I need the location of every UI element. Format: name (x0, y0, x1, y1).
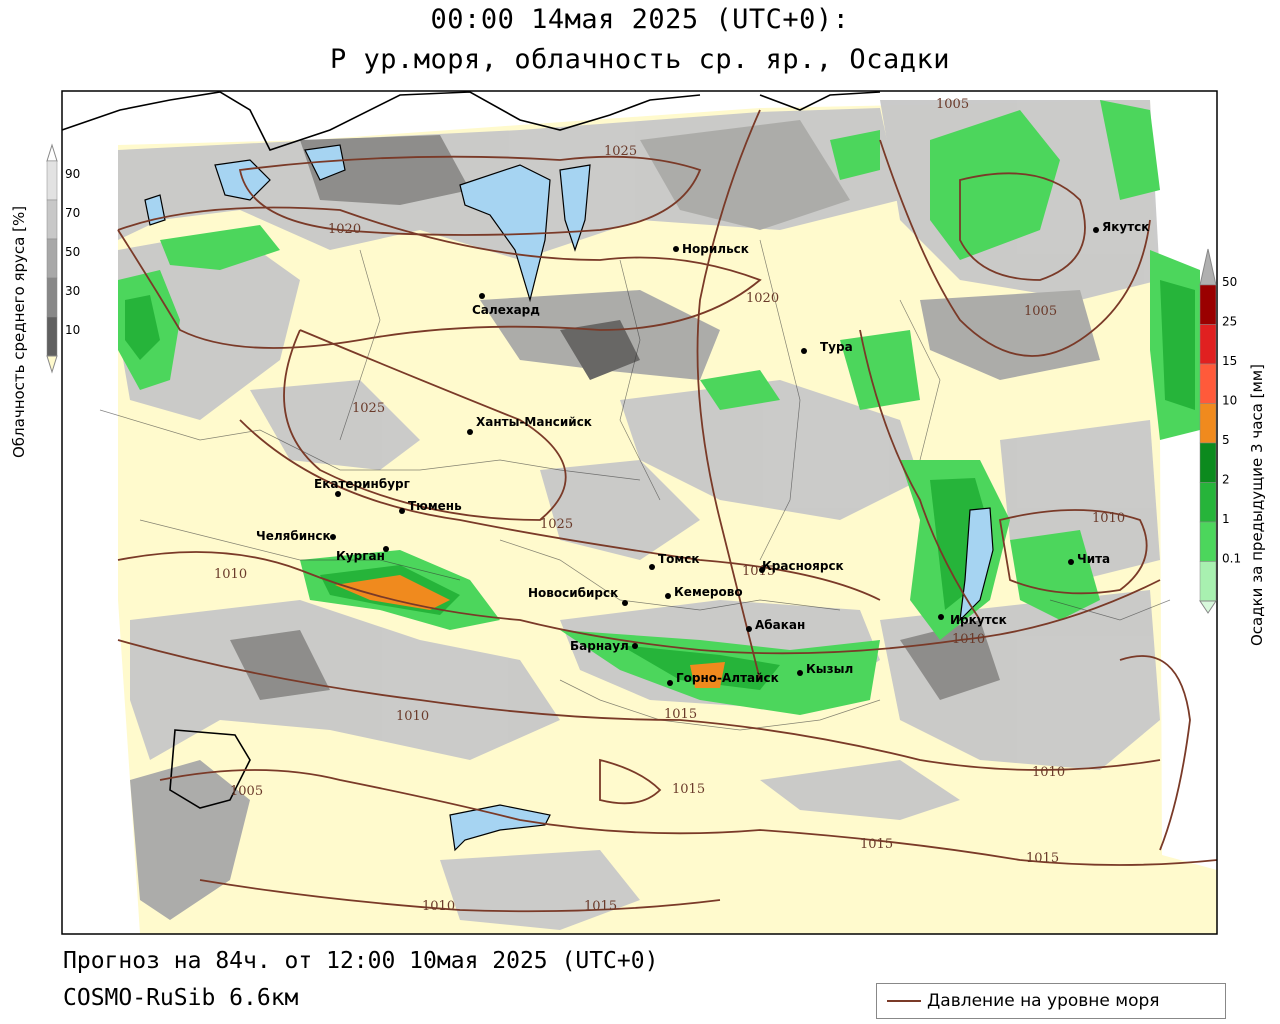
city-label: Салехард (472, 303, 540, 317)
isobar-label: 1015 (672, 782, 705, 797)
precip-scale-tick: 1 (1222, 512, 1230, 526)
isobar-label: 1010 (1092, 511, 1125, 526)
isobar-label: 1015 (860, 837, 893, 852)
cloud-scale-swatch (46, 199, 58, 240)
region-borders (99, 239, 1171, 731)
cloud-scale-cap-top (46, 143, 58, 162)
city-label: Красноярск (762, 559, 844, 573)
isobar-label: 1015 (664, 707, 697, 722)
cloud-scale-swatch (46, 160, 58, 201)
cloud-layer (118, 100, 1160, 930)
cloud-scale: 90 70 50 30 10 (46, 143, 80, 374)
isobar-label: 1010 (214, 567, 247, 582)
model-name: COSMO-RuSib 6.6км (63, 985, 299, 1011)
precipitation-layer (118, 100, 1200, 715)
pressure-legend-label: Давление на уровне моря (927, 991, 1160, 1011)
city-label: Курган (336, 549, 385, 563)
city-label: Абакан (755, 618, 805, 632)
forecast-info: Прогноз на 84ч. от 12:00 10мая 2025 (UTC… (63, 948, 659, 974)
cloud-scale-cap-bottom (46, 355, 58, 374)
coastline (61, 91, 881, 809)
precip-scale-swatch (1199, 363, 1217, 404)
precip-scale: 50 25 15 10 5 2 1 0.1 (1199, 248, 1241, 614)
taz-gulf (559, 164, 591, 252)
city-label: Иркутск (950, 613, 1007, 627)
isobar-label: 1025 (352, 401, 385, 416)
cloud-scale-tick: 30 (65, 284, 80, 298)
lake-baikal (959, 507, 994, 622)
precip-scale-swatch (1199, 482, 1217, 523)
precip-scale-tick: 50 (1222, 275, 1237, 289)
isobar-label: 1025 (604, 144, 637, 159)
isobar-label: 1010 (952, 632, 985, 647)
map-frame (61, 90, 1218, 935)
city-label: Челябинск (256, 529, 331, 543)
cloud-scale-tick: 50 (65, 245, 80, 259)
isobar-label: 1015 (584, 899, 617, 914)
precip-scale-swatch (1199, 284, 1217, 325)
isobar-label: 1020 (328, 222, 361, 237)
city-label: Барнаул (570, 639, 629, 653)
legend: Давление на уровне моря (876, 983, 1226, 1019)
cloud-scale-tick: 90 (65, 167, 80, 181)
cloud-scale-swatch (46, 277, 58, 318)
city-label: Тура (820, 340, 853, 354)
isobar-label: 1005 (936, 97, 969, 112)
chart-subtitle: P ур.моря, облачность ср. яр., Осадки (330, 44, 950, 75)
city-label: Кызыл (806, 662, 853, 676)
cloud-scale-tick: 10 (65, 323, 80, 337)
precip-scale-cap-bottom (1199, 600, 1217, 614)
precip-scale-swatch (1199, 442, 1217, 483)
isobar-label: 1020 (746, 291, 779, 306)
precip-scale-tick: 15 (1222, 354, 1237, 368)
city-label: Горно-Алтайск (676, 671, 779, 685)
precip-scale-swatch (1199, 521, 1217, 562)
precip-scale-tick: 2 (1222, 473, 1230, 487)
city-label: Норильск (682, 242, 749, 256)
cities: Норильск Якутск Салехард Тура Ханты-Манс… (256, 220, 1149, 686)
isobar-label: 1010 (422, 899, 455, 914)
city-label: Томск (658, 552, 700, 566)
city-label: Кемерово (674, 585, 743, 599)
city-label: Якутск (1102, 220, 1149, 234)
city-label: Чита (1077, 552, 1110, 566)
cloud-scale-swatch (46, 316, 58, 357)
isobar-label: 1010 (396, 709, 429, 724)
precip-scale-swatch (1199, 324, 1217, 365)
cloud-scale-tick: 70 (65, 206, 80, 220)
city-label: Тюмень (408, 499, 462, 513)
precip-scale-swatch (1199, 403, 1217, 444)
lake-balkhash (449, 804, 551, 852)
cloud-scale-title: Облачность среднего яруса [%] (10, 205, 28, 458)
cloud-scale-swatch (46, 238, 58, 279)
isobar-label: 1010 (1032, 765, 1065, 780)
ob-gulf (459, 164, 551, 303)
precip-scale-swatch (1199, 561, 1217, 602)
chart-title: 00:00 14мая 2025 (UTC+0): (430, 4, 850, 35)
isobar-label: 1025 (540, 517, 573, 532)
precip-scale-tick: 10 (1222, 394, 1237, 408)
precip-scale-tick: 25 (1222, 315, 1237, 329)
precip-scale-tick: 0.1 (1222, 552, 1241, 566)
precip-scale-title: Осадки за предыдущие 3 часа [мм] (1248, 364, 1266, 646)
city-label: Новосибирск (528, 586, 618, 600)
city-label: Екатеринбург (314, 477, 410, 491)
isobar-label: 1015 (742, 564, 775, 579)
isobar-label: 1005 (1024, 304, 1057, 319)
isobar-labels: 1025 1020 1025 1025 1020 1005 1005 1010 … (214, 97, 1125, 914)
water-bodies (144, 144, 994, 852)
isobar-label: 1015 (1026, 851, 1059, 866)
isobars (117, 109, 1218, 913)
pressure-line-swatch (887, 1000, 921, 1002)
precip-scale-tick: 5 (1222, 433, 1230, 447)
isobar-label: 1005 (230, 784, 263, 799)
city-label: Ханты-Мансийск (476, 415, 592, 429)
